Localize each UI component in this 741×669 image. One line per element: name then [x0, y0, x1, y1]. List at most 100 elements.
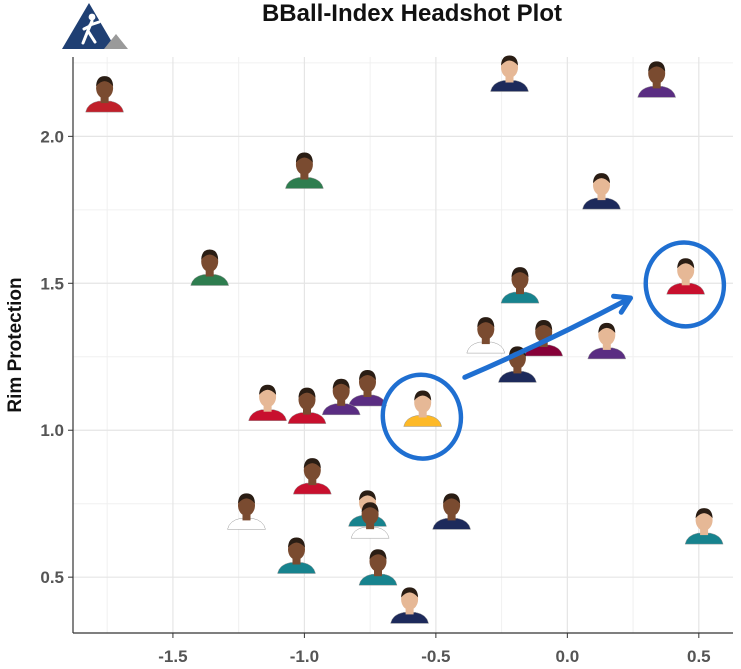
neck: [447, 513, 456, 521]
neck: [308, 478, 317, 486]
hair: [303, 458, 321, 469]
jersey: [292, 482, 332, 495]
face: [96, 77, 114, 99]
hair: [359, 370, 376, 380]
neck: [263, 404, 272, 412]
player-headshot: [466, 317, 506, 354]
x-tick-label: -0.5: [421, 647, 450, 666]
jersey: [666, 283, 706, 295]
neck: [363, 390, 372, 397]
hair: [501, 55, 518, 66]
player-headshot: [277, 537, 316, 574]
player-headshot: [292, 458, 332, 495]
jersey: [248, 409, 287, 421]
hair: [677, 258, 695, 269]
hair: [359, 490, 376, 501]
jersey: [287, 412, 327, 424]
neck: [303, 407, 311, 415]
jersey: [466, 341, 506, 354]
face: [369, 550, 387, 572]
neck: [513, 366, 522, 374]
highlight-circle: [643, 240, 727, 329]
jersey: [403, 415, 443, 427]
y-tick-label: 2.0: [40, 127, 64, 146]
logo-player-head: [88, 13, 96, 21]
neck: [366, 522, 375, 530]
player-headshot: [350, 502, 390, 539]
hair: [401, 587, 419, 598]
y-tick-label: 1.5: [40, 274, 64, 293]
y-axis: 0.5 1.0 1.5 2.0: [40, 127, 73, 587]
player-headshot: [287, 387, 327, 424]
hair: [477, 317, 495, 328]
player-headshot: [285, 152, 324, 189]
hair: [238, 493, 255, 504]
y-tick-label: 1.0: [40, 421, 64, 440]
face: [288, 539, 305, 560]
neck: [100, 96, 109, 104]
y-axis-label: Rim Protection: [5, 277, 26, 412]
neck: [337, 398, 346, 406]
arrow-shaft: [462, 295, 633, 380]
neck: [405, 607, 414, 615]
jersey: [350, 526, 390, 539]
player-headshot: [432, 493, 471, 530]
y-tick-label: 0.5: [40, 568, 64, 587]
jersey: [637, 86, 677, 98]
face: [677, 259, 695, 281]
x-tick-label: -1.0: [290, 647, 319, 666]
plot-panel: [73, 57, 733, 633]
jersey: [321, 403, 361, 416]
player-headshot: [190, 249, 230, 286]
arrow-head: [611, 293, 633, 315]
player-headshot: [587, 322, 627, 360]
hair: [295, 152, 313, 163]
jersey: [498, 371, 537, 383]
annotations: [380, 240, 727, 461]
face: [201, 251, 219, 272]
face: [648, 62, 666, 84]
face: [598, 324, 616, 346]
hair: [598, 322, 616, 333]
neck: [418, 410, 427, 418]
face: [303, 459, 321, 481]
hair: [535, 320, 553, 330]
face: [414, 392, 432, 413]
x-tick-label: -1.5: [158, 647, 187, 666]
neck: [481, 337, 490, 345]
neck: [374, 569, 382, 577]
face: [332, 380, 350, 402]
highlight-circle: [380, 372, 464, 461]
scatter-points: [85, 55, 724, 624]
hair: [201, 249, 219, 260]
face: [259, 386, 277, 408]
hair: [96, 76, 114, 87]
player-headshot: [582, 173, 621, 210]
x-tick-label: 0.5: [687, 647, 711, 666]
x-axis: -1.5 -1.0 -0.5 0.0 0.5: [158, 633, 711, 666]
player-headshot: [390, 587, 429, 624]
neck: [292, 557, 301, 565]
face: [501, 57, 518, 78]
face: [361, 503, 379, 525]
jersey: [684, 532, 724, 545]
jersey: [490, 80, 529, 92]
hair: [332, 378, 350, 389]
player-headshot: [85, 76, 124, 113]
jersey: [582, 197, 621, 210]
face: [477, 318, 495, 340]
player-headshot: [403, 390, 443, 427]
hair: [695, 508, 713, 519]
face: [593, 174, 610, 196]
player-headshot: [500, 267, 540, 304]
neck: [602, 342, 611, 350]
logo-accent-triangle: [104, 34, 128, 49]
neck: [205, 269, 214, 277]
hair: [298, 387, 316, 398]
face: [695, 509, 713, 531]
neck: [597, 193, 606, 201]
jersey: [227, 518, 266, 530]
chart-title: BBall-Index Headshot Plot: [262, 0, 562, 27]
jersey: [587, 347, 627, 360]
